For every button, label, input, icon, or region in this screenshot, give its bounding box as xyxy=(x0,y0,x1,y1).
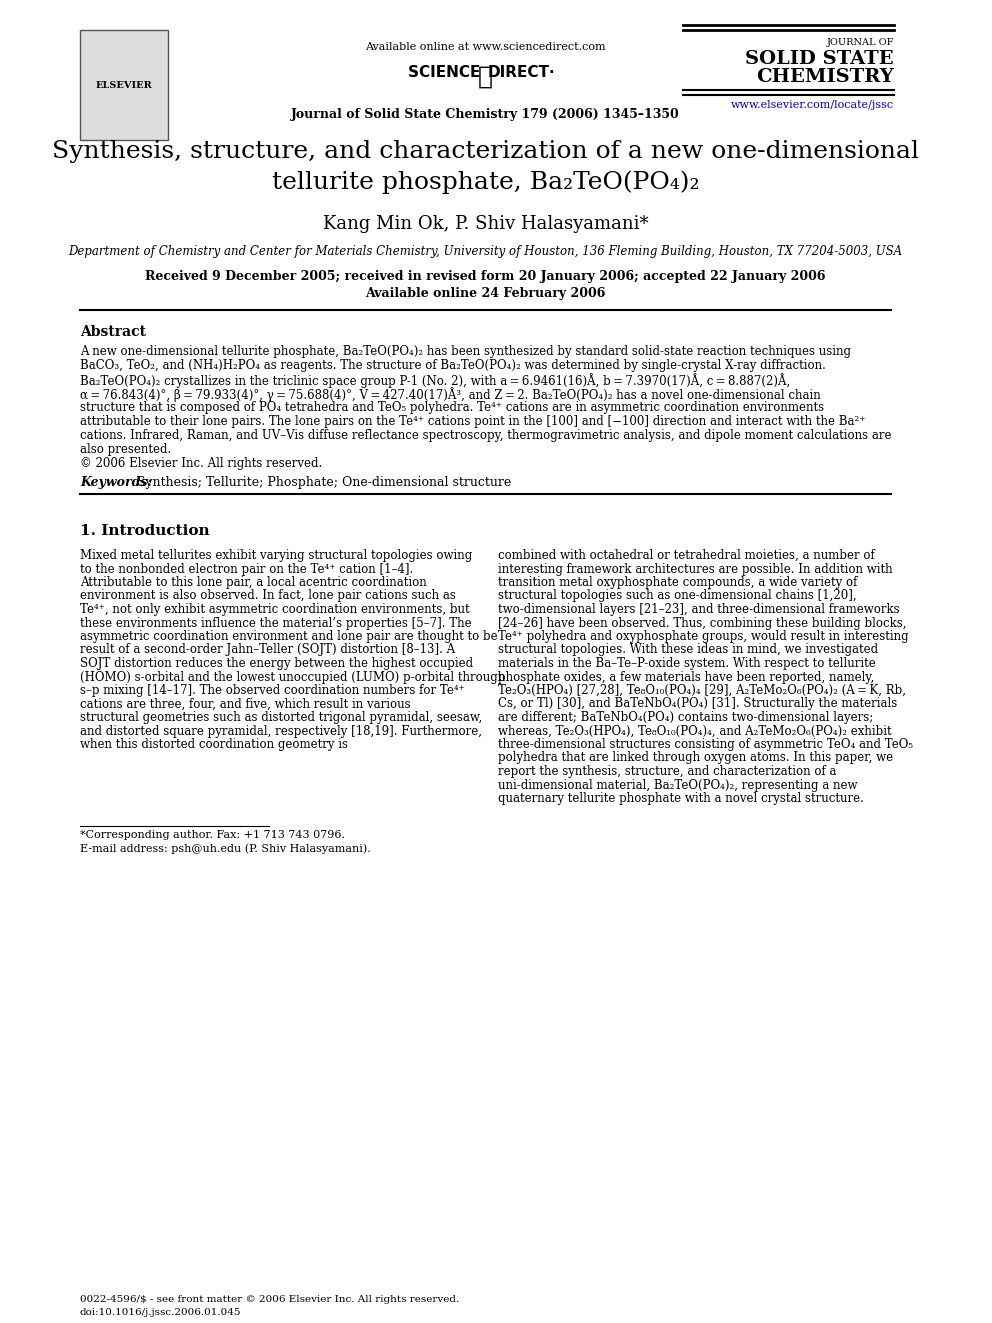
Text: SOJT distortion reduces the energy between the highest occupied: SOJT distortion reduces the energy betwe… xyxy=(80,658,473,669)
Text: © 2006 Elsevier Inc. All rights reserved.: © 2006 Elsevier Inc. All rights reserved… xyxy=(80,456,322,470)
Text: Mixed metal tellurites exhibit varying structural topologies owing: Mixed metal tellurites exhibit varying s… xyxy=(80,549,472,562)
Text: interesting framework architectures are possible. In addition with: interesting framework architectures are … xyxy=(498,562,893,576)
Text: Keywords:: Keywords: xyxy=(80,476,152,490)
Text: structural topologies such as one-dimensional chains [1,20],: structural topologies such as one-dimens… xyxy=(498,590,856,602)
Text: uni-dimensional material, Ba₂TeO(PO₄)₂, representing a new: uni-dimensional material, Ba₂TeO(PO₄)₂, … xyxy=(498,778,857,791)
Text: transition metal oxyphosphate compounds, a wide variety of: transition metal oxyphosphate compounds,… xyxy=(498,576,857,589)
Text: Te⁴⁺, not only exhibit asymmetric coordination environments, but: Te⁴⁺, not only exhibit asymmetric coordi… xyxy=(80,603,469,617)
Text: materials in the Ba–Te–P-oxide system. With respect to tellurite: materials in the Ba–Te–P-oxide system. W… xyxy=(498,658,876,669)
Text: whereas, Te₂O₃(HPO₄), Te₈O₁₀(PO₄)₄, and A₂TeMo₂O₆(PO₄)₂ exhibit: whereas, Te₂O₃(HPO₄), Te₈O₁₀(PO₄)₄, and … xyxy=(498,725,892,737)
Text: α = 76.843(4)°, β = 79.933(4)°, γ = 75.688(4)°, V = 427.40(17)Å³, and Z = 2. Ba₂: α = 76.843(4)°, β = 79.933(4)°, γ = 75.6… xyxy=(80,388,820,402)
Text: to the nonbonded electron pair on the Te⁴⁺ cation [1–4].: to the nonbonded electron pair on the Te… xyxy=(80,562,413,576)
Text: tellurite phosphate, Ba₂TeO(PO₄)₂: tellurite phosphate, Ba₂TeO(PO₄)₂ xyxy=(272,169,699,193)
Text: attributable to their lone pairs. The lone pairs on the Te⁴⁺ cations point in th: attributable to their lone pairs. The lo… xyxy=(80,415,865,429)
Text: CHEMISTRY: CHEMISTRY xyxy=(756,67,894,86)
Text: SOLID STATE: SOLID STATE xyxy=(745,50,894,67)
Text: also presented.: also presented. xyxy=(80,443,172,456)
Text: Te⁴⁺ polyhedra and oxyphosphate groups, would result in interesting: Te⁴⁺ polyhedra and oxyphosphate groups, … xyxy=(498,630,909,643)
Text: report the synthesis, structure, and characterization of a: report the synthesis, structure, and cha… xyxy=(498,765,836,778)
Text: Department of Chemistry and Center for Materials Chemistry, University of Housto: Department of Chemistry and Center for M… xyxy=(68,245,903,258)
Text: Available online at www.sciencedirect.com: Available online at www.sciencedirect.co… xyxy=(365,42,606,52)
Text: [24–26] have been observed. Thus, combining these building blocks,: [24–26] have been observed. Thus, combin… xyxy=(498,617,907,630)
Text: www.elsevier.com/locate/jssc: www.elsevier.com/locate/jssc xyxy=(731,101,894,110)
Text: phosphate oxides, a few materials have been reported, namely,: phosphate oxides, a few materials have b… xyxy=(498,671,874,684)
Text: when this distorted coordination geometry is: when this distorted coordination geometr… xyxy=(80,738,348,751)
Text: E-mail address: psh@uh.edu (P. Shiv Halasyamani).: E-mail address: psh@uh.edu (P. Shiv Hala… xyxy=(80,844,371,855)
Text: s–p mixing [14–17]. The observed coordination numbers for Te⁴⁺: s–p mixing [14–17]. The observed coordin… xyxy=(80,684,464,697)
Text: and distorted square pyramidal, respectively [18,19]. Furthermore,: and distorted square pyramidal, respecti… xyxy=(80,725,482,737)
Text: cations are three, four, and five, which result in various: cations are three, four, and five, which… xyxy=(80,697,411,710)
Text: Synthesis; Tellurite; Phosphate; One-dimensional structure: Synthesis; Tellurite; Phosphate; One-dim… xyxy=(133,476,511,490)
Text: cations. Infrared, Raman, and UV–Vis diffuse reflectance spectroscopy, thermogra: cations. Infrared, Raman, and UV–Vis dif… xyxy=(80,429,892,442)
Text: A new one-dimensional tellurite phosphate, Ba₂TeO(PO₄)₂ has been synthesized by : A new one-dimensional tellurite phosphat… xyxy=(80,345,851,359)
Text: polyhedra that are linked through oxygen atoms. In this paper, we: polyhedra that are linked through oxygen… xyxy=(498,751,893,765)
Text: Kang Min Ok, P. Shiv Halasyamani*: Kang Min Ok, P. Shiv Halasyamani* xyxy=(322,216,649,233)
Text: these environments influence the material’s properties [5–7]. The: these environments influence the materia… xyxy=(80,617,471,630)
Text: 1. Introduction: 1. Introduction xyxy=(80,524,209,538)
Text: SCIENCE: SCIENCE xyxy=(408,65,486,79)
Text: quaternary tellurite phosphate with a novel crystal structure.: quaternary tellurite phosphate with a no… xyxy=(498,792,864,804)
Text: (HOMO) s-orbital and the lowest unoccupied (LUMO) p-orbital through: (HOMO) s-orbital and the lowest unoccupi… xyxy=(80,671,505,684)
Text: Ba₂TeO(PO₄)₂ crystallizes in the triclinic space group P-1 (No. 2), with a = 6.9: Ba₂TeO(PO₄)₂ crystallizes in the triclin… xyxy=(80,373,791,388)
Text: 0022-4596/$ - see front matter © 2006 Elsevier Inc. All rights reserved.: 0022-4596/$ - see front matter © 2006 El… xyxy=(80,1295,459,1304)
Text: Received 9 December 2005; received in revised form 20 January 2006; accepted 22 : Received 9 December 2005; received in re… xyxy=(146,270,826,283)
Text: Attributable to this lone pair, a local acentric coordination: Attributable to this lone pair, a local … xyxy=(80,576,427,589)
Text: structure that is composed of PO₄ tetrahedra and TeO₅ polyhedra. Te⁴⁺ cations ar: structure that is composed of PO₄ tetrah… xyxy=(80,401,824,414)
Text: combined with octahedral or tetrahedral moieties, a number of: combined with octahedral or tetrahedral … xyxy=(498,549,875,562)
Text: structural topologies. With these ideas in mind, we investigated: structural topologies. With these ideas … xyxy=(498,643,878,656)
Text: structural geometries such as distorted trigonal pyramidal, seesaw,: structural geometries such as distorted … xyxy=(80,710,482,724)
Text: three-dimensional structures consisting of asymmetric TeO₄ and TeO₅: three-dimensional structures consisting … xyxy=(498,738,913,751)
Text: two-dimensional layers [21–23], and three-dimensional frameworks: two-dimensional layers [21–23], and thre… xyxy=(498,603,900,617)
Text: doi:10.1016/j.jssc.2006.01.045: doi:10.1016/j.jssc.2006.01.045 xyxy=(80,1308,241,1316)
Text: Available online 24 February 2006: Available online 24 February 2006 xyxy=(365,287,606,300)
Text: ELSEVIER: ELSEVIER xyxy=(95,81,153,90)
Text: environment is also observed. In fact, lone pair cations such as: environment is also observed. In fact, l… xyxy=(80,590,455,602)
Text: DIRECT·: DIRECT· xyxy=(487,65,555,79)
Text: result of a second-order Jahn–Teller (SOJT) distortion [8–13]. A: result of a second-order Jahn–Teller (SO… xyxy=(80,643,455,656)
Text: Te₂O₃(HPO₄) [27,28], Te₈O₁₀(PO₄)₄ [29], A₂TeMo₂O₆(PO₄)₂ (A = K, Rb,: Te₂O₃(HPO₄) [27,28], Te₈O₁₀(PO₄)₄ [29], … xyxy=(498,684,906,697)
Text: ⓓ: ⓓ xyxy=(478,65,493,89)
Text: *Corresponding author. Fax: +1 713 743 0796.: *Corresponding author. Fax: +1 713 743 0… xyxy=(80,831,345,840)
Text: BaCO₃, TeO₂, and (NH₄)H₂PO₄ as reagents. The structure of Ba₂TeO(PO₄)₂ was deter: BaCO₃, TeO₂, and (NH₄)H₂PO₄ as reagents.… xyxy=(80,359,825,372)
Bar xyxy=(80,30,168,140)
Text: Cs, or Tl) [30], and BaTeNbO₄(PO₄) [31]. Structurally the materials: Cs, or Tl) [30], and BaTeNbO₄(PO₄) [31].… xyxy=(498,697,897,710)
Text: JOURNAL OF: JOURNAL OF xyxy=(826,38,894,48)
Text: Synthesis, structure, and characterization of a new one-dimensional: Synthesis, structure, and characterizati… xyxy=(53,140,920,163)
Text: Journal of Solid State Chemistry 179 (2006) 1345–1350: Journal of Solid State Chemistry 179 (20… xyxy=(292,108,680,120)
Text: Abstract: Abstract xyxy=(80,325,146,339)
Text: are different; BaTeNbO₄(PO₄) contains two-dimensional layers;: are different; BaTeNbO₄(PO₄) contains tw… xyxy=(498,710,873,724)
Text: asymmetric coordination environment and lone pair are thought to be: asymmetric coordination environment and … xyxy=(80,630,498,643)
